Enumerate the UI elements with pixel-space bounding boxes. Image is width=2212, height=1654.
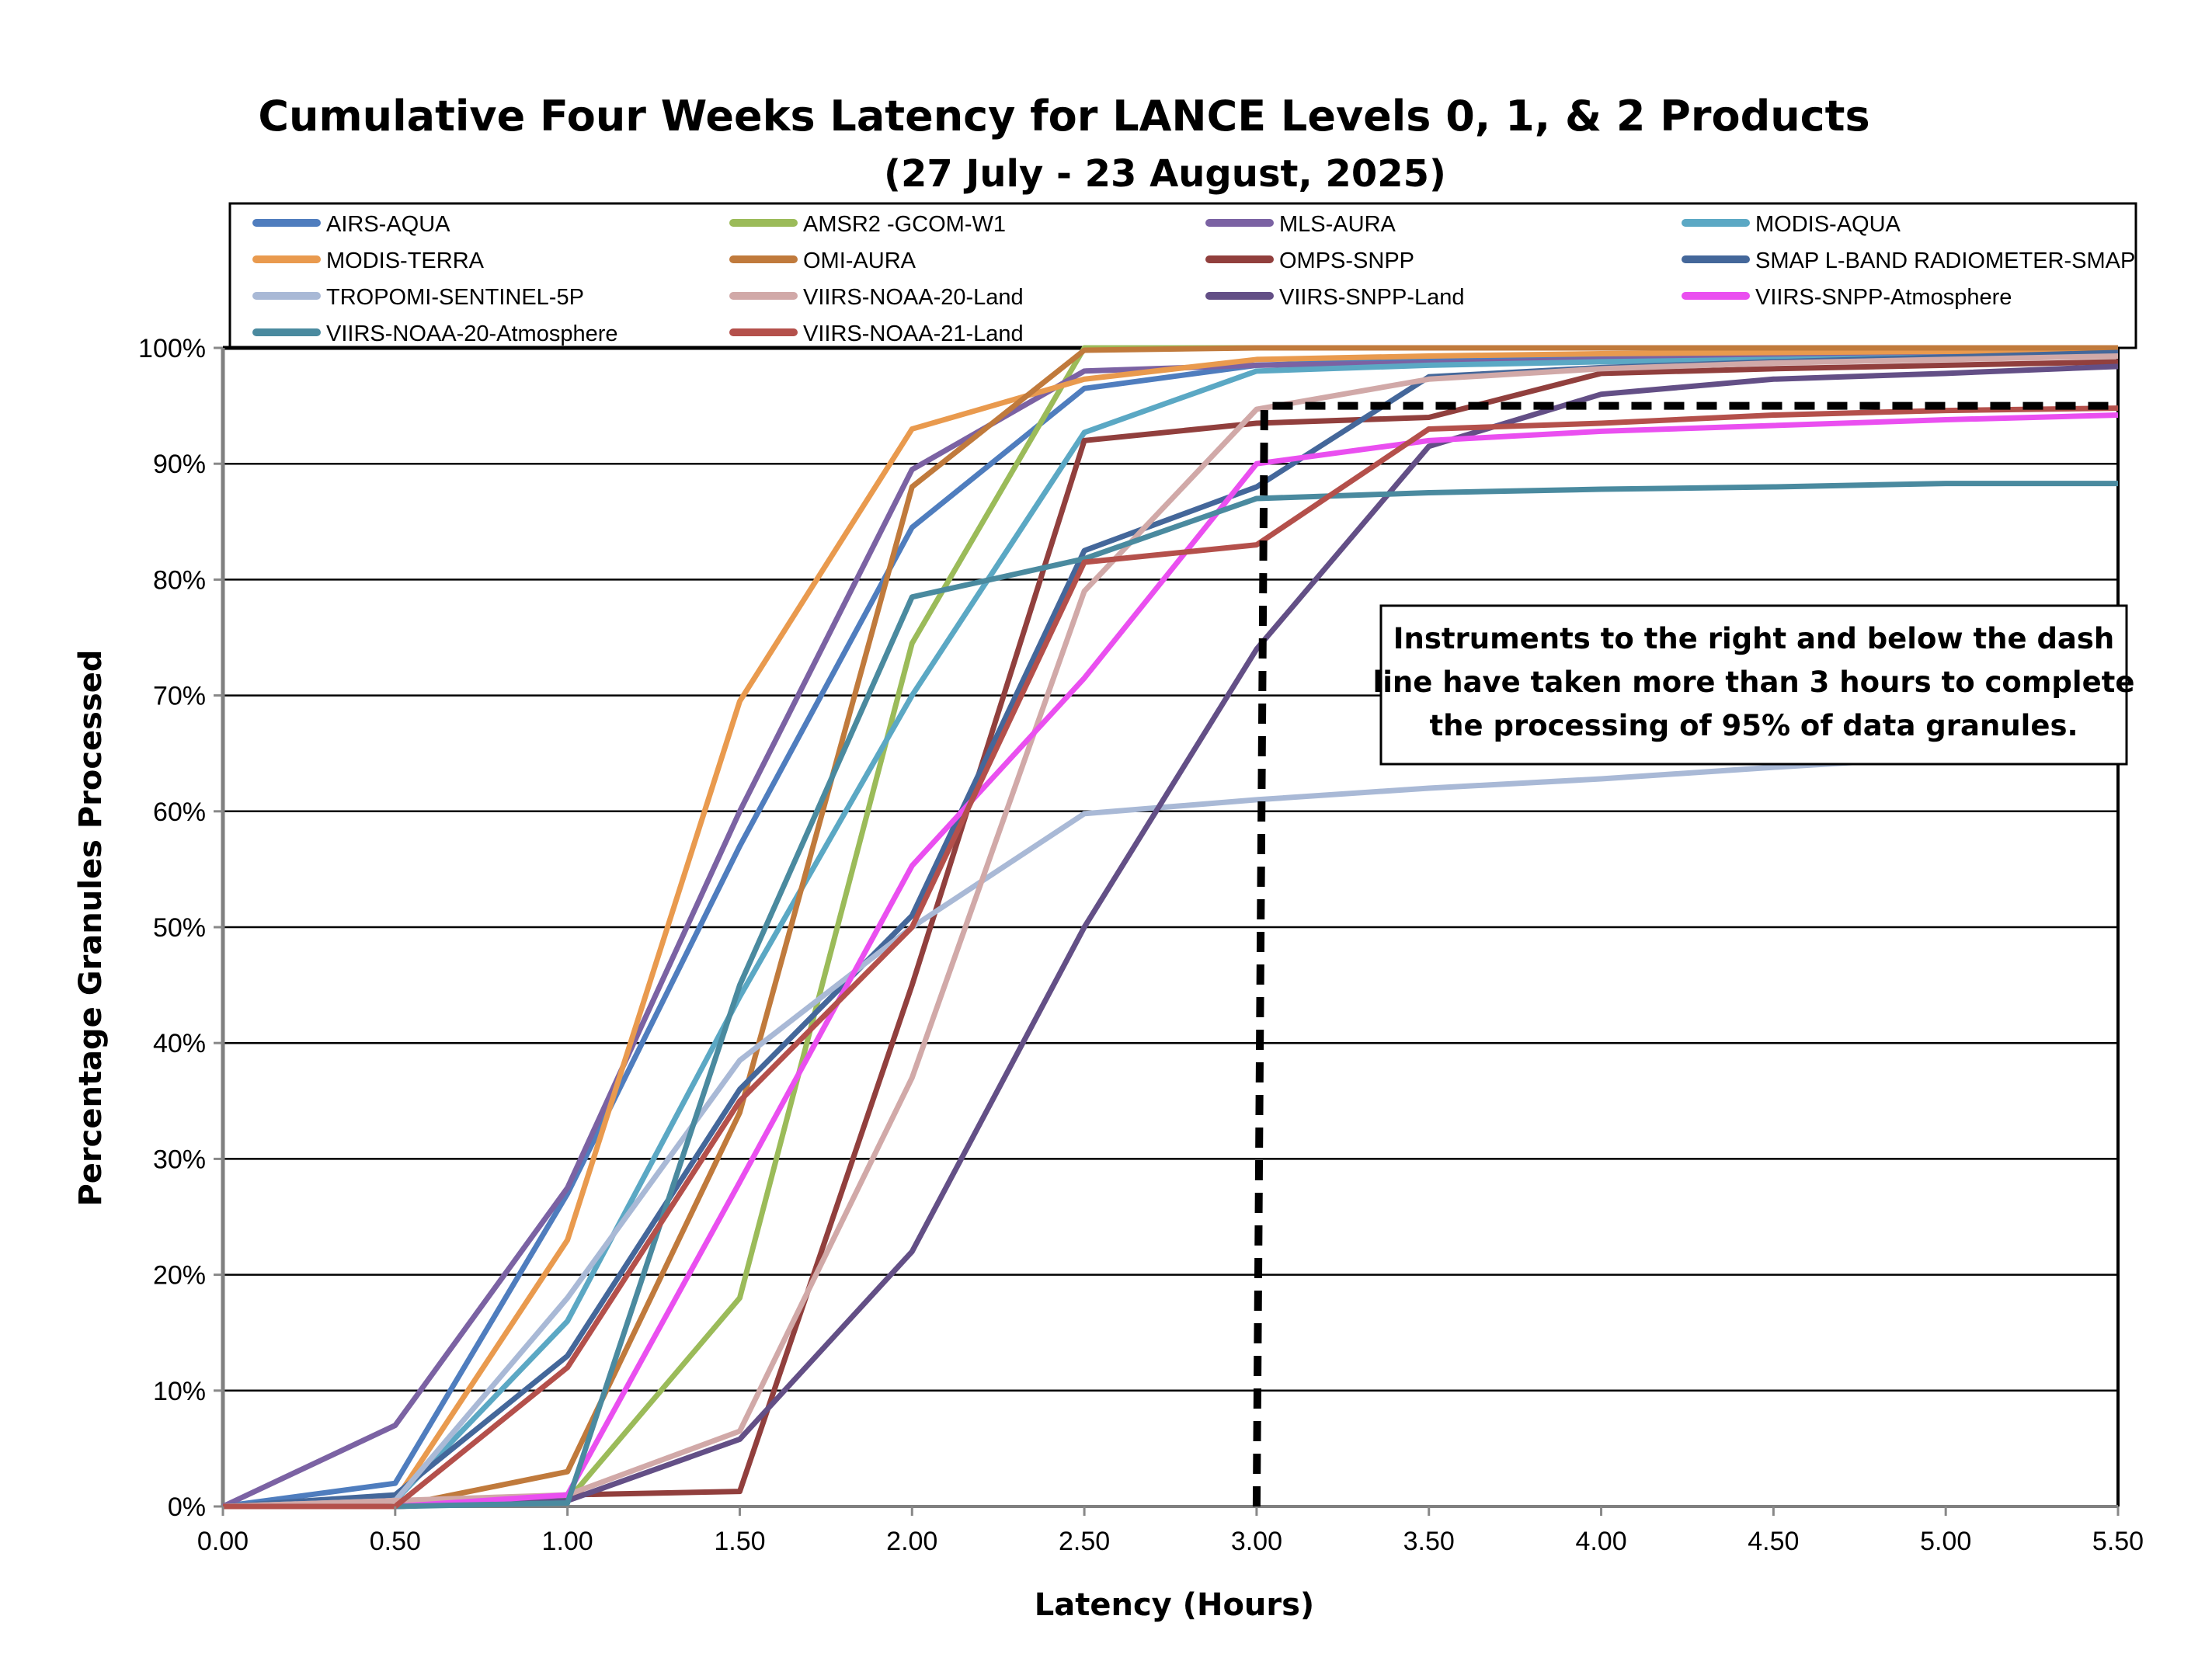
x-tick-label: 4.50 <box>1748 1527 1799 1556</box>
y-axis-title: Percentage Granules Processed <box>73 649 109 1206</box>
series-lines <box>221 345 2119 1510</box>
y-tick-label: 70% <box>153 682 206 711</box>
legend-item: VIIRS-NOAA-21-Land <box>729 321 1024 346</box>
legend-item: VIIRS-NOAA-20-Land <box>729 285 1024 310</box>
series-line-modis-terra <box>222 347 2119 1510</box>
legend-label: AMSR2 -GCOM-W1 <box>803 212 1006 237</box>
legend-box <box>228 202 2137 349</box>
legend-label: VIIRS-NOAA-21-Land <box>803 321 1024 346</box>
legend-item: VIIRS-SNPP-Atmosphere <box>1682 285 2012 310</box>
threshold-line <box>1252 401 2118 1507</box>
y-tick-label: 20% <box>153 1261 206 1291</box>
y-tick-label: 40% <box>153 1029 206 1058</box>
legend: AIRS-AQUA AMSR2 -GCOM-W1 MLS-AURA MODIS-AQU… <box>252 212 2135 346</box>
y-tick-label: 0% <box>168 1492 206 1522</box>
x-tick-label: 0.00 <box>197 1527 249 1556</box>
legend-label: VIIRS-NOAA-20-Land <box>803 285 1024 310</box>
legend-item: OMPS-SNPP <box>1205 248 1414 273</box>
legend-label: MLS-AURA <box>1279 212 1396 237</box>
legend-label: MODIS-AQUA <box>1755 212 1901 237</box>
legend-item: VIIRS-NOAA-20-Atmosphere <box>252 321 618 346</box>
series-line-viirs-noaa-20-atmosphere <box>223 481 2118 1510</box>
y-tick-label: 50% <box>153 913 206 943</box>
series-line-viirs-snpp-atmosphere <box>223 412 2119 1510</box>
y-tick-label: 90% <box>153 450 206 479</box>
y-tick-label: 30% <box>153 1145 206 1174</box>
series-line-tropomi-sentinel-5p <box>222 745 2119 1510</box>
x-tick-label: 3.00 <box>1231 1527 1282 1556</box>
legend-item: MODIS-AQUA <box>1682 212 1901 237</box>
chart-subtitle: (27 July - 23 August, 2025) <box>884 152 1446 196</box>
threshold-dash-line <box>1252 401 2118 1507</box>
x-tick-label: 5.50 <box>2092 1527 2144 1556</box>
legend-label: VIIRS-NOAA-20-Atmosphere <box>326 321 618 346</box>
legend-label: SMAP L-BAND RADIOMETER-SMAP <box>1755 248 2135 273</box>
legend-label: AIRS-AQUA <box>326 212 450 237</box>
x-tick-label: 1.50 <box>714 1527 765 1556</box>
y-axis-ticks: 0% 10% 20% 30% 40% 50% 60% 70% 80% 90% 100% <box>138 334 223 1522</box>
legend-label: OMPS-SNPP <box>1279 248 1414 273</box>
x-tick-label: 2.00 <box>886 1527 937 1556</box>
legend-label: VIIRS-SNPP-Land <box>1279 285 1465 310</box>
legend-item: TROPOMI-SENTINEL-5P <box>252 285 584 310</box>
annotation-line-1: Instruments to the right and below the d… <box>1393 622 2115 655</box>
legend-label: VIIRS-SNPP-Atmosphere <box>1755 285 2012 310</box>
x-tick-label: 1.00 <box>542 1527 593 1556</box>
legend-item: AMSR2 -GCOM-W1 <box>729 212 1006 237</box>
legend-label: OMI-AURA <box>803 248 916 273</box>
x-tick-label: 4.00 <box>1575 1527 1626 1556</box>
series-line-omi-aura <box>223 345 2118 1510</box>
y-tick-label: 80% <box>153 565 206 595</box>
x-tick-label: 0.50 <box>370 1527 421 1556</box>
y-tick-label: 100% <box>138 334 206 363</box>
annotation-line-2: line have taken more than 3 hours to com… <box>1373 665 2135 699</box>
legend-item: VIIRS-SNPP-Land <box>1205 285 1465 310</box>
x-tick-label: 5.00 <box>1920 1527 1971 1556</box>
series-line-viirs-noaa-21-land <box>223 405 2119 1510</box>
legend-item: MLS-AURA <box>1205 212 1396 237</box>
x-axis-ticks: 0.00 0.50 1.00 1.50 2.00 2.50 3.00 3.50 4.00 4.50… <box>197 1506 2144 1556</box>
legend-item: MODIS-TERRA <box>252 248 485 273</box>
chart-title: Cumulative Four Weeks Latency for LANCE … <box>258 92 1869 141</box>
legend-item: OMI-AURA <box>729 248 916 273</box>
legend-label: MODIS-TERRA <box>326 248 485 273</box>
x-tick-label: 3.50 <box>1403 1527 1455 1556</box>
legend-item: AIRS-AQUA <box>252 212 450 237</box>
y-tick-label: 10% <box>153 1377 206 1406</box>
y-tick-label: 60% <box>153 797 206 827</box>
x-axis-title: Latency (Hours) <box>1035 1587 1314 1623</box>
annotation-line-3: the processing of 95% of data granules. <box>1429 709 2078 742</box>
x-tick-label: 2.50 <box>1059 1527 1110 1556</box>
legend-item: SMAP L-BAND RADIOMETER-SMAP <box>1682 248 2135 273</box>
annotation-box <box>1379 604 2128 766</box>
legend-label: TROPOMI-SENTINEL-5P <box>326 285 584 310</box>
